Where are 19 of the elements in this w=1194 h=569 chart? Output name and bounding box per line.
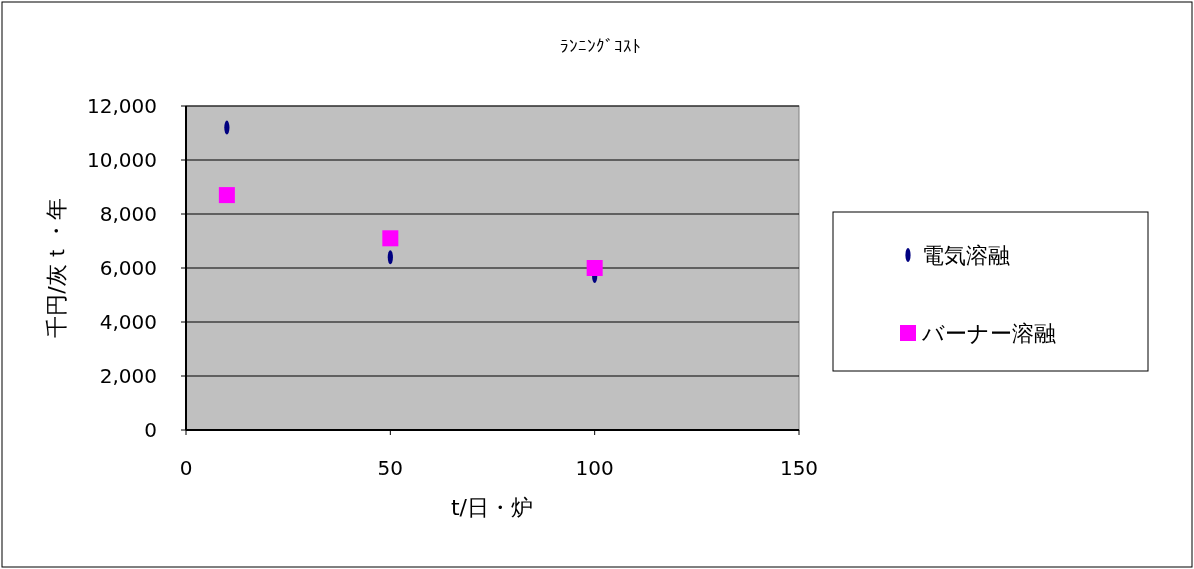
y-tick-label: 6,000 <box>99 256 157 280</box>
x-tick-label: 50 <box>377 456 404 480</box>
y-tick-label: 4,000 <box>99 310 157 334</box>
y-tick-label: 2,000 <box>99 364 157 388</box>
chart-title: ﾗﾝﾆﾝｸﾞｺｽﾄ <box>559 36 641 56</box>
y-tick-label: 8,000 <box>99 202 157 226</box>
point <box>218 187 235 204</box>
y-axis-title: 千円/灰ｔ・年 <box>44 198 69 338</box>
point <box>382 230 399 247</box>
y-tick-label: 10,000 <box>87 148 157 172</box>
point <box>586 260 603 276</box>
legend-label: バーナー溶融 <box>921 321 1056 346</box>
x-tick-label: 0 <box>179 456 193 480</box>
x-tick-label: 100 <box>575 456 614 480</box>
legend-label: 電気溶融 <box>922 243 1010 268</box>
y-tick-label: 0 <box>144 418 157 442</box>
x-axis-title: t/日・炉 <box>450 495 534 520</box>
x-tick-label: 150 <box>779 456 819 480</box>
y-tick-label: 12,000 <box>87 94 157 118</box>
